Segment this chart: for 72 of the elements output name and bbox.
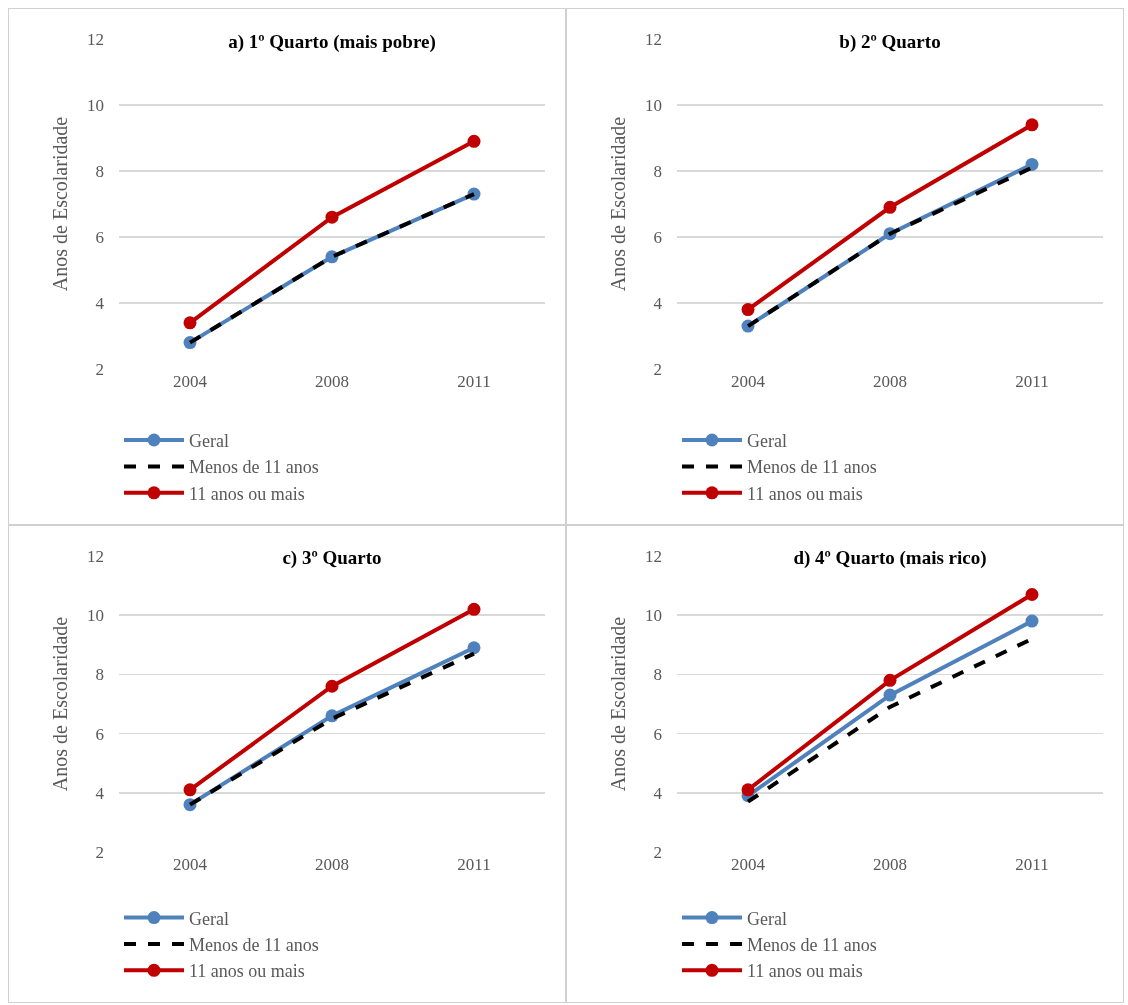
- point: [325, 210, 339, 224]
- point: [883, 673, 897, 687]
- y-tick-label: 4: [653, 783, 663, 803]
- x-tick-label: 2004: [173, 855, 208, 874]
- chart-title: a) 1º Quarto (mais pobre): [228, 30, 436, 53]
- chart-title: c) 3º Quarto: [282, 547, 382, 570]
- x-tick-label: 2011: [457, 372, 491, 391]
- legend-label: 11 anos ou mais: [189, 483, 305, 504]
- x-tick-label: 2008: [873, 372, 907, 391]
- y-tick-label: 12: [645, 546, 662, 566]
- y-axis-title: Anos de Escolaridade: [48, 116, 71, 292]
- x-tick-label: 2004: [731, 372, 766, 391]
- point: [1025, 587, 1039, 601]
- legend-label: Geral: [747, 431, 787, 452]
- y-tick-label: 12: [645, 29, 662, 49]
- point: [183, 783, 197, 797]
- legend-label: Menos de 11 anos: [747, 934, 877, 955]
- point: [883, 200, 897, 214]
- point: [325, 679, 339, 693]
- legend-label: Menos de 11 anos: [747, 457, 877, 478]
- y-tick-label: 12: [87, 29, 104, 49]
- y-tick-label: 6: [653, 227, 662, 247]
- legend-label: Geral: [189, 431, 229, 452]
- y-tick-label: 8: [95, 161, 104, 181]
- y-tick-label: 10: [87, 95, 104, 115]
- point: [1025, 118, 1039, 132]
- y-tick-label: 8: [653, 161, 662, 181]
- point: [1025, 157, 1039, 171]
- y-axis-title: Anos de Escolaridade: [606, 616, 629, 792]
- point: [467, 134, 481, 148]
- y-tick-label: 10: [87, 606, 104, 626]
- point: [467, 641, 481, 655]
- y-tick-label: 6: [95, 227, 104, 247]
- point: [1025, 614, 1039, 628]
- legend-label: 11 anos ou mais: [747, 961, 863, 982]
- x-tick-label: 2008: [873, 855, 907, 874]
- x-tick-label: 2004: [731, 855, 766, 874]
- y-tick-label: 4: [95, 293, 105, 313]
- y-tick-label: 2: [653, 842, 662, 862]
- point: [183, 316, 197, 330]
- y-tick-label: 10: [645, 606, 662, 626]
- legend-label: Menos de 11 anos: [189, 934, 319, 955]
- x-tick-label: 2011: [1015, 855, 1049, 874]
- point: [741, 783, 755, 797]
- x-tick-label: 2008: [315, 855, 349, 874]
- legend-label: Geral: [189, 908, 229, 929]
- y-tick-label: 8: [653, 665, 662, 685]
- chart-title: b) 2º Quarto: [839, 30, 941, 53]
- y-tick-label: 6: [95, 724, 104, 744]
- y-tick-label: 10: [645, 95, 662, 115]
- x-tick-label: 2008: [315, 372, 349, 391]
- x-tick-label: 2011: [1015, 372, 1049, 391]
- y-tick-label: 2: [95, 842, 104, 862]
- point: [883, 688, 897, 702]
- legend-label: Menos de 11 anos: [189, 457, 319, 478]
- y-axis-title: Anos de Escolaridade: [606, 116, 629, 292]
- y-tick-label: 6: [653, 724, 662, 744]
- chart-title: d) 4º Quarto (mais rico): [793, 547, 987, 570]
- legend-label: Geral: [747, 908, 787, 929]
- y-tick-label: 8: [95, 665, 104, 685]
- y-tick-label: 4: [653, 293, 663, 313]
- x-tick-label: 2004: [173, 372, 208, 391]
- y-axis-title: Anos de Escolaridade: [48, 616, 71, 792]
- y-tick-label: 2: [95, 359, 104, 379]
- y-tick-label: 4: [95, 783, 105, 803]
- legend-label: 11 anos ou mais: [189, 961, 305, 982]
- y-tick-label: 12: [87, 546, 104, 566]
- point: [741, 303, 755, 317]
- y-tick-label: 2: [653, 359, 662, 379]
- point: [467, 602, 481, 616]
- legend-label: 11 anos ou mais: [747, 483, 863, 504]
- x-tick-label: 2011: [457, 855, 491, 874]
